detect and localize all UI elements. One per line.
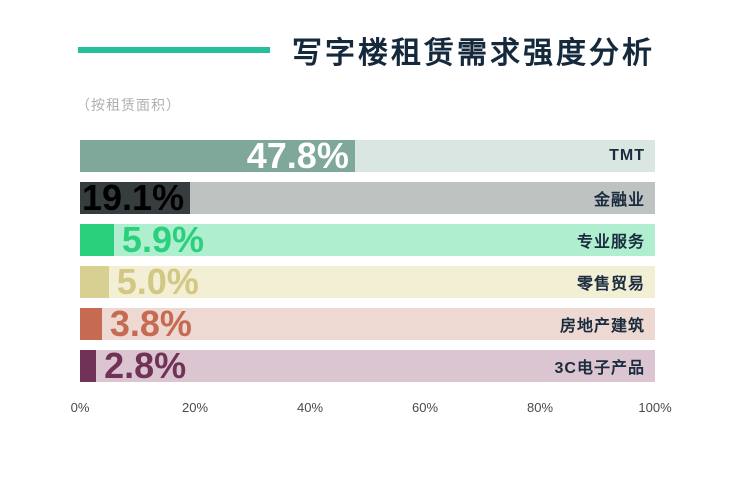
x-axis-tick: 40%: [296, 400, 324, 415]
bar-track: 47.8% TMT: [80, 135, 655, 176]
x-axis: 0% 20% 40% 60% 80% 100%: [71, 400, 672, 418]
bar-fill: [80, 224, 114, 256]
bar-track: 2.8% 3C电子产品: [80, 345, 655, 386]
bar-fill: [80, 266, 109, 298]
bar-value-label: 47.8%: [246, 135, 349, 176]
bar-track: 5.9% 专业服务: [80, 219, 655, 260]
title-accent-dash: [78, 47, 270, 53]
chart-header: 写字楼租赁需求强度分析: [78, 28, 655, 72]
bar-category-label: 零售贸易: [576, 276, 645, 293]
bar-category-label: 专业服务: [576, 234, 645, 251]
bar-value-label: 19.1%: [82, 177, 185, 218]
bar-fill: [80, 140, 355, 172]
chart-subtitle: （按租赁面积）: [76, 97, 181, 113]
bar-value-label: 5.0%: [116, 261, 199, 302]
bar-fill: [80, 350, 97, 382]
bar-row: 19.1% 金融业: [80, 177, 655, 218]
bar-value-label: 5.9%: [121, 219, 204, 260]
x-axis-tick: 60%: [411, 400, 439, 415]
bar-category-label: TMT: [609, 147, 645, 164]
bar-value-label: 3.8%: [109, 303, 192, 344]
bar-row: 5.0% 零售贸易: [80, 261, 655, 302]
bar-value-label: 2.8%: [104, 345, 187, 386]
bar-track: 5.0% 零售贸易: [80, 261, 655, 302]
bar-row: 3.8% 房地产建筑: [80, 303, 655, 344]
bar-track: 3.8% 房地产建筑: [80, 303, 655, 344]
x-axis-tick: 0%: [70, 400, 90, 415]
x-axis-tick: 80%: [526, 400, 554, 415]
bar-fill: [80, 182, 190, 214]
bar-category-label: 3C电子产品: [554, 360, 645, 377]
chart-title: 写字楼租赁需求强度分析: [292, 37, 655, 70]
x-axis-tick: 100%: [638, 400, 672, 415]
bar-row: 47.8% TMT: [80, 135, 655, 176]
bar-category-label: 房地产建筑: [559, 318, 645, 335]
bar-row: 2.8% 3C电子产品: [80, 345, 655, 386]
x-axis-tick: 20%: [181, 400, 209, 415]
bar-row: 5.9% 专业服务: [80, 219, 655, 260]
bar-chart-rows: 47.8% TMT 19.1% 金融业 5.9% 专业服务 5.0% 零售贸易 3.8% 房地产建…: [80, 135, 655, 392]
bar-fill: [80, 308, 102, 340]
bar-category-label: 金融业: [593, 192, 645, 209]
bar-track: 19.1% 金融业: [80, 177, 655, 218]
